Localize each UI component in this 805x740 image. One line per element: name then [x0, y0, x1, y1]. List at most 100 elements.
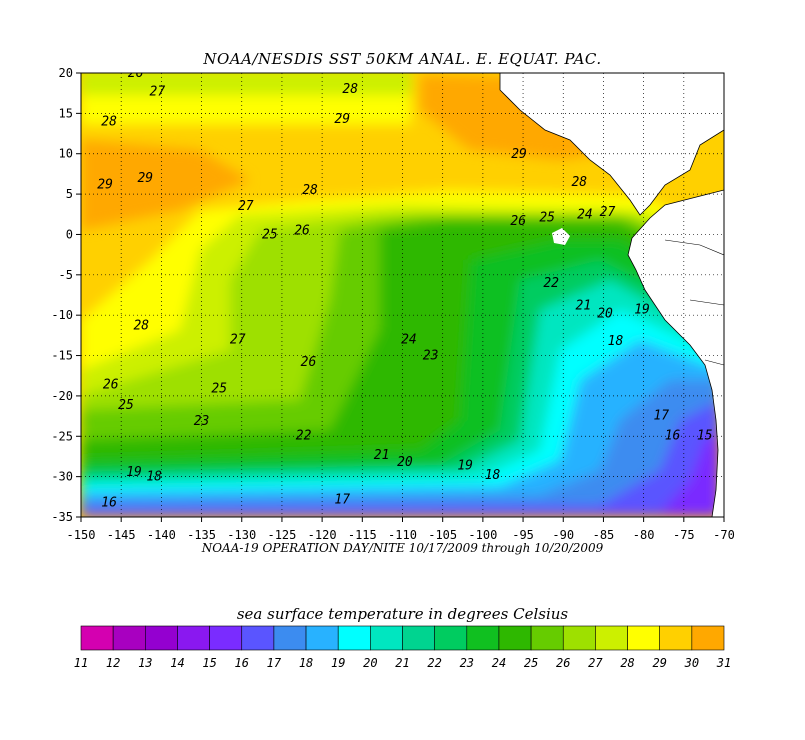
map-title: NOAA/NESDIS SST 50KM ANAL. E. EQUAT. PAC… [203, 50, 602, 68]
contour-label: 26 [103, 378, 119, 393]
colorbar-label: 22 [427, 656, 441, 670]
contour-label: 27 [238, 199, 254, 214]
colorbar-label: 19 [331, 656, 345, 670]
colorbar-swatch [305, 625, 339, 651]
lon-tick-label: -100 [468, 528, 497, 542]
colorbar-swatch [370, 625, 403, 651]
colorbar-swatch [595, 625, 628, 651]
sst-warm-pool-west [81, 140, 250, 230]
contour-label: 25 [539, 211, 555, 226]
contour-label: 26 [301, 355, 317, 370]
map-subtitle: NOAA-19 OPERATION DAY/NITE 10/17/2009 th… [201, 541, 604, 555]
lat-tick-label: -30 [51, 470, 73, 484]
lon-tick-label: -105 [428, 528, 457, 542]
colorbar-label: 16 [235, 656, 249, 670]
colorbar-label: 21 [395, 656, 409, 670]
contour-labels: 26 27 28 28 29 29 29 29 28 28 27 25 26 27 24 25 26 22 21 20… [97, 66, 713, 511]
contour-label: 16 [101, 496, 117, 511]
colorbar-label: 25 [524, 656, 538, 670]
sst-zone-16 [81, 400, 720, 517]
contour-label: 23 [423, 349, 439, 364]
lon-tick-label: -130 [227, 528, 256, 542]
colorbar-swatch [434, 625, 468, 651]
colorbar-label: 26 [556, 656, 570, 670]
colorbar-label: 15 [202, 656, 216, 670]
contour-label: 27 [150, 85, 166, 100]
colorbar-label: 24 [492, 656, 506, 670]
contour-label: 19 [126, 465, 142, 480]
contour-label: 20 [597, 307, 613, 322]
lon-tick-label: -135 [187, 528, 216, 542]
lat-tick-label: -35 [51, 510, 73, 524]
contour-label: 28 [302, 183, 318, 198]
longitude-axis: -150 -145 -140 -135 -130 -125 -120 -115 -110 -105… [67, 517, 735, 542]
contour-label: 25 [211, 382, 227, 397]
contour-label: 29 [97, 177, 113, 192]
contour-label: 27 [600, 205, 616, 220]
lon-tick-label: -75 [673, 528, 695, 542]
colorbar-swatch [145, 625, 178, 651]
lon-tick-label: -110 [388, 528, 417, 542]
colorbar-title: sea surface temperature in degrees Celsi… [236, 605, 569, 623]
lat-tick-label: -15 [51, 349, 73, 363]
sst-band-north-28 [81, 95, 411, 125]
contour-label: 21 [374, 448, 390, 463]
colorbar-swatch [402, 625, 435, 651]
contour-label: 16 [665, 429, 681, 444]
lat-tick-label: -20 [51, 389, 73, 403]
contour-label: 25 [118, 398, 134, 413]
contour-label: 28 [571, 175, 587, 190]
contour-label: 28 [342, 82, 358, 97]
lat-tick-label: 15 [59, 106, 73, 120]
lon-tick-label: -140 [147, 528, 176, 542]
contour-label: 24 [401, 332, 417, 347]
colorbar-swatch [209, 625, 243, 651]
lon-tick-label: -145 [107, 528, 136, 542]
sst-zone-18 [81, 340, 720, 517]
colorbar-swatch [691, 625, 725, 651]
colorbar-label: 29 [652, 656, 666, 670]
colorbar-label: 27 [588, 656, 603, 670]
lat-tick-label: -10 [51, 308, 73, 322]
lat-tick-label: 20 [59, 66, 73, 80]
contour-label: 23 [194, 414, 210, 429]
lon-tick-label: -120 [308, 528, 337, 542]
colorbar-label: 13 [138, 656, 152, 670]
contour-label: 29 [511, 147, 527, 162]
land-galapagos [552, 228, 570, 245]
lon-tick-label: -85 [593, 528, 615, 542]
latitude-axis: 20 15 10 5 0 -5 -10 -15 -20 -25 -30 -35 [51, 66, 81, 524]
country-borders [664, 239, 724, 366]
colorbar-swatch [273, 625, 307, 651]
lon-tick-label: -125 [267, 528, 296, 542]
colorbar-label: 30 [684, 656, 699, 670]
contour-label: 24 [577, 207, 593, 222]
contour-label: 17 [334, 492, 350, 507]
contour-label: 26 [128, 66, 144, 81]
contour-label: 25 [262, 227, 278, 242]
colorbar-label: 20 [363, 656, 377, 670]
contour-label: 27 [230, 332, 246, 347]
colorbar-label: 11 [74, 656, 88, 670]
colorbar-swatch [466, 625, 500, 651]
contour-label: 19 [457, 458, 473, 473]
colorbar-label: 14 [170, 656, 184, 670]
contour-label: 20 [397, 455, 413, 470]
lat-tick-label: -25 [51, 429, 73, 443]
contour-label: 19 [634, 303, 650, 318]
colorbar-label: 12 [106, 656, 120, 670]
colorbar-swatch [112, 625, 146, 651]
colorbar-swatch [80, 625, 114, 651]
colorbar-swatch [498, 625, 532, 651]
lon-tick-label: -95 [512, 528, 534, 542]
contour-label: 17 [653, 408, 669, 423]
contour-label: 28 [101, 114, 117, 129]
contour-label: 22 [296, 429, 312, 444]
lon-tick-label: -70 [713, 528, 735, 542]
land-south-america [627, 189, 724, 517]
colorbar-swatch [530, 625, 564, 651]
contour-label: 26 [294, 223, 310, 238]
contour-label: 15 [697, 429, 713, 444]
contour-label: 21 [576, 299, 592, 314]
colorbar-label: 18 [299, 656, 313, 670]
